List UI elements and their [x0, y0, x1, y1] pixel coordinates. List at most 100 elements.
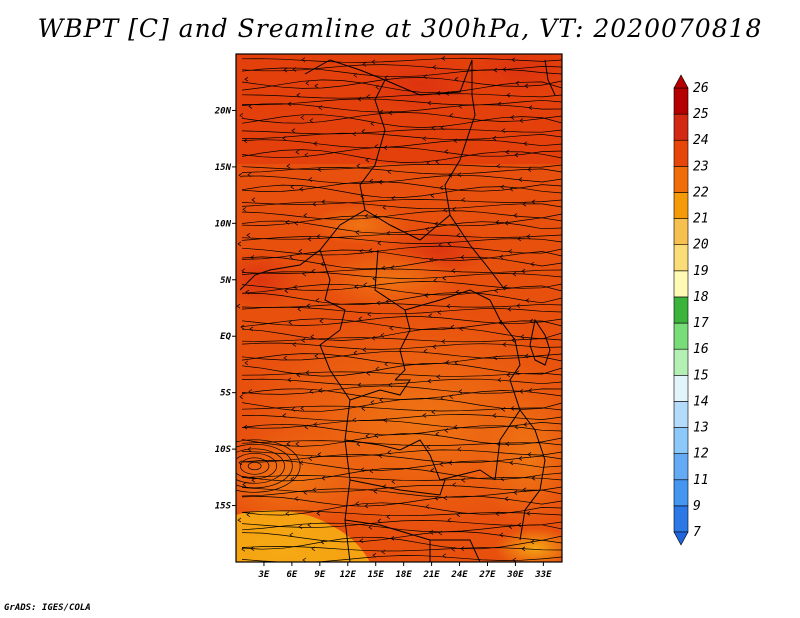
- streamline-arrow: [309, 118, 314, 123]
- streamline-arrow: [241, 546, 246, 552]
- x-tick-label: 24E: [450, 570, 468, 580]
- streamline-arrow: [427, 378, 432, 384]
- streamline-arrow: [509, 186, 514, 192]
- streamline-arrow: [423, 348, 428, 354]
- streamline-arrow: [523, 422, 528, 427]
- streamline-arrow: [370, 400, 375, 405]
- streamline-arrow: [374, 144, 379, 149]
- streamline-arrow: [316, 511, 321, 516]
- streamline-arrow: [437, 310, 442, 315]
- y-tick-label: EQ: [220, 332, 231, 342]
- colorbar-label: 20: [693, 238, 709, 253]
- colorbar-swatch: [673, 270, 689, 298]
- colorbar-label: 22: [693, 185, 709, 200]
- streamline: [241, 199, 562, 205]
- streamline-arrow: [458, 104, 463, 109]
- eddy-streamline: [247, 461, 262, 471]
- streamline-arrow: [501, 128, 506, 133]
- streamline-arrow: [318, 105, 323, 110]
- streamline: [241, 146, 562, 159]
- streamline: [241, 378, 562, 386]
- streamline-arrow: [357, 96, 362, 102]
- colorbar-swatch: [673, 87, 689, 115]
- colorbar-label: 9: [693, 499, 701, 514]
- streamline-arrow: [454, 76, 459, 82]
- colorbar-swatch: [673, 401, 689, 428]
- x-tick-label: 18E: [396, 570, 413, 580]
- streamline-arrow: [457, 446, 462, 452]
- streamline: [241, 249, 562, 261]
- colorbar-label: 16: [693, 342, 709, 357]
- streamline-arrow: [380, 332, 385, 338]
- streamline-arrow: [311, 268, 316, 274]
- y-tick-label: 5N: [220, 276, 231, 286]
- streamline-arrow: [519, 118, 524, 123]
- streamline: [241, 181, 562, 192]
- streamline-arrow: [251, 197, 256, 203]
- streamline-arrow: [361, 406, 366, 411]
- streamline-arrow: [302, 557, 307, 562]
- streamline-arrow: [358, 316, 363, 322]
- streamline-arrow: [239, 394, 244, 400]
- streamline-arrow: [456, 512, 461, 517]
- streamline-arrow: [289, 254, 294, 260]
- streamline-arrow: [314, 353, 319, 359]
- streamline-arrow: [285, 511, 290, 517]
- streamline-arrow: [438, 242, 443, 248]
- streamline-arrow: [431, 125, 436, 131]
- streamline-arrow: [454, 360, 459, 366]
- streamline-arrow: [309, 389, 314, 394]
- streamline-arrow: [293, 284, 298, 290]
- streamline-arrow: [299, 186, 304, 192]
- streamline-arrow: [444, 428, 449, 433]
- streamline-arrow: [239, 113, 244, 118]
- streamline-arrow: [384, 75, 389, 81]
- colorbar-legend: 7 9 11 12 13 14 15 16 17 18 19 20 21 22 23 24 25 26: [673, 74, 709, 546]
- streamline-arrow: [385, 299, 390, 304]
- streamline-arrow: [430, 193, 435, 198]
- streamline-arrow: [446, 303, 451, 309]
- streamline: [241, 79, 562, 94]
- streamline-arrow: [520, 334, 525, 340]
- streamline-arrow: [496, 163, 501, 169]
- streamline-arrow: [456, 233, 461, 238]
- colorbar-swatch: [673, 322, 689, 350]
- streamline-arrow: [371, 59, 376, 65]
- streamline-arrow: [294, 496, 299, 502]
- streamline-arrow: [313, 422, 318, 427]
- streamline-arrow: [439, 185, 444, 191]
- colorbar-swatch: [673, 139, 689, 167]
- streamline-arrow: [240, 324, 245, 330]
- streamline-arrow: [364, 503, 369, 509]
- streamline-arrow: [288, 320, 293, 325]
- streamline-arrow: [516, 303, 521, 309]
- streamline-arrow: [495, 220, 500, 225]
- streamline-arrow: [362, 61, 367, 67]
- streamline-arrow: [426, 160, 431, 166]
- streamline: [241, 132, 562, 140]
- streamline: [241, 510, 562, 517]
- streamline-arrow: [453, 138, 458, 144]
- y-tick-label: 5S: [220, 389, 231, 399]
- streamline-arrow: [381, 549, 386, 555]
- country-borders: [239, 59, 556, 562]
- colorbar-swatch: [673, 113, 689, 141]
- streamline: [241, 484, 562, 493]
- x-tick-label: 30E: [506, 570, 524, 580]
- streamline-arrow: [365, 433, 370, 439]
- streamline-arrow: [245, 289, 250, 295]
- streamline-arrow: [238, 173, 243, 178]
- streamline: [241, 292, 562, 305]
- streamline-arrow: [504, 496, 509, 502]
- streamline-arrow: [291, 128, 296, 133]
- streamline: [241, 555, 562, 562]
- streamline-arrow: [451, 546, 456, 552]
- streamline-arrow: [359, 248, 364, 254]
- streamline: [241, 522, 562, 533]
- eddy-streamline: [236, 448, 285, 484]
- streamline-arrow: [447, 517, 452, 523]
- streamline-arrow: [493, 67, 498, 73]
- streamline-arrow: [517, 522, 522, 528]
- streamline-arrow: [499, 532, 504, 538]
- streamline-arrow: [294, 220, 299, 226]
